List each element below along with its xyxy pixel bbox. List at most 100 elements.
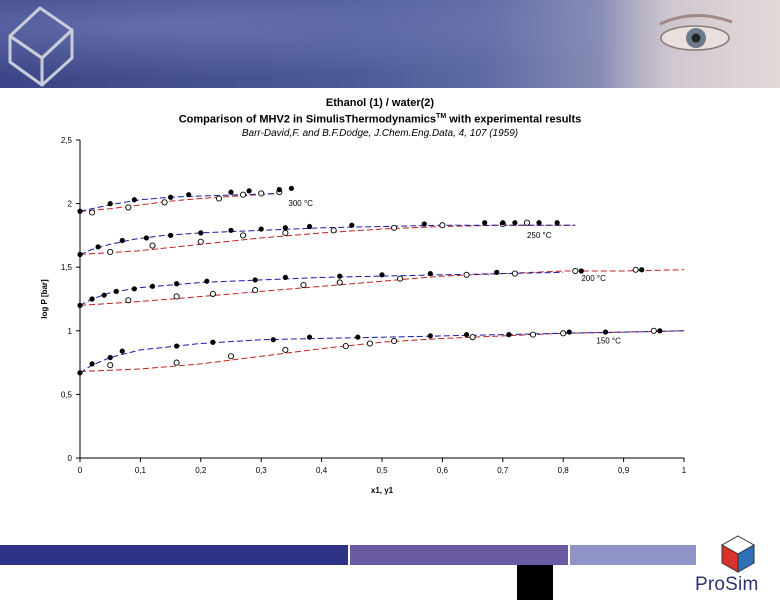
x-tick-label: 0,6 — [437, 466, 449, 475]
dew-point-exp — [560, 330, 567, 337]
bubble-point-exp — [512, 220, 518, 226]
bubble-point-exp — [306, 223, 313, 230]
bubble-point-exp — [355, 334, 361, 340]
bubble-point-exp — [657, 328, 663, 334]
bubble-point-exp — [536, 220, 542, 226]
dew-point-exp — [282, 346, 289, 353]
bubble-point-exp — [119, 348, 125, 354]
bubble-point-exp — [252, 277, 258, 283]
dew-point-exp — [511, 270, 518, 277]
bubble-point-exp — [131, 197, 137, 203]
dew-point-exp — [258, 190, 265, 197]
y-tick-label: 1 — [68, 327, 73, 336]
bubble-point-exp — [77, 302, 83, 308]
dew-point-exp — [342, 343, 349, 350]
chart-subtitle: Comparison of MHV2 in SimulisThermodynam… — [80, 110, 680, 127]
black-square — [517, 565, 553, 600]
dew-point-exp — [463, 271, 470, 278]
footer-segment-light — [570, 545, 696, 565]
bubble-point-exp — [174, 343, 180, 349]
dew-point-exp — [161, 199, 168, 206]
dew-point-exp — [107, 362, 114, 369]
dew-point-exp — [330, 227, 337, 234]
bubble-point-exp — [95, 244, 101, 250]
bubble-point-exp — [101, 292, 107, 298]
isotherm-label: 200 °C — [581, 274, 606, 283]
dew-point-exp — [391, 337, 398, 345]
dew-point-exp — [523, 219, 531, 226]
bubble-point-exp — [276, 187, 282, 193]
x-tick-label: 0,7 — [497, 466, 509, 475]
bubble-point-exp — [578, 268, 584, 274]
dew-point-exp — [391, 224, 398, 231]
bubble-point-exp — [258, 226, 264, 232]
bubble-point-exp — [246, 188, 252, 194]
trademark-mark: TM — [436, 113, 447, 120]
bubble-point-exp — [337, 273, 343, 279]
bubble-point-exp — [119, 237, 125, 244]
bubble-curve-calc — [79, 192, 280, 212]
bubble-point-exp — [494, 269, 500, 275]
bubble-point-exp — [149, 283, 156, 289]
isotherm-label: 300 °C — [288, 199, 313, 208]
bubble-curve-calc — [79, 224, 576, 255]
bubble-point-exp — [168, 194, 174, 200]
x-axis-label: x1, y1 — [371, 486, 394, 495]
bubble-point-exp — [204, 278, 210, 284]
y-tick-label: 2 — [68, 200, 73, 209]
bubble-point-exp — [482, 220, 488, 226]
dew-curve-calc — [79, 192, 280, 212]
x-tick-label: 0,2 — [195, 466, 207, 475]
y-tick-label: 0,5 — [61, 390, 73, 399]
bubble-point-exp — [349, 222, 355, 228]
dew-point-exp — [469, 334, 476, 341]
bubble-point-exp — [77, 370, 83, 376]
bubble-point-exp — [210, 339, 216, 345]
bubble-point-exp — [174, 281, 180, 287]
dew-point-exp — [336, 279, 343, 286]
prosim-cube-icon — [720, 535, 756, 573]
y-tick-label: 0 — [68, 454, 73, 463]
y-tick-label: 2,5 — [61, 136, 73, 145]
dew-point-exp — [397, 275, 404, 282]
bubble-point-exp — [168, 232, 174, 238]
y-axis-label: log P [bar] — [40, 279, 49, 319]
dew-point-exp — [439, 222, 446, 229]
bubble-point-exp — [107, 354, 113, 361]
dew-point-exp — [572, 267, 579, 275]
dew-point-exp — [282, 229, 289, 236]
bubble-point-exp — [506, 332, 512, 338]
cube-logo-icon — [8, 6, 74, 87]
bubble-point-exp — [131, 286, 137, 292]
dew-point-exp — [197, 238, 204, 245]
bubble-point-exp — [186, 192, 192, 198]
bubble-point-exp — [602, 329, 609, 335]
chart-reference: Barr-David,F. and B.F.Dodge, J.Chem.Eng.… — [241, 127, 519, 139]
bubble-point-exp — [77, 208, 83, 214]
dew-point-exp — [252, 287, 259, 294]
x-tick-label: 1 — [682, 466, 687, 475]
dew-point-exp — [125, 297, 132, 304]
bubble-point-exp — [270, 337, 276, 343]
bubble-point-exp — [566, 329, 572, 335]
bubble-point-exp — [288, 185, 294, 191]
bubble-point-exp — [282, 225, 288, 231]
dew-point-exp — [215, 195, 222, 202]
isotherm-label: 250 °C — [527, 231, 552, 240]
footer-segment-dark — [0, 545, 348, 565]
bubble-point-exp — [427, 270, 433, 277]
bubble-point-exp — [198, 230, 204, 236]
dew-point-exp — [149, 242, 156, 249]
bubble-point-exp — [463, 332, 470, 338]
bubble-point-exp — [228, 189, 234, 195]
chart-title: Ethanol (1) / water(2) — [325, 97, 435, 109]
bubble-point-exp — [427, 333, 433, 339]
footer-segment-mid — [350, 545, 568, 565]
bubble-point-exp — [421, 221, 427, 227]
bubble-point-exp — [113, 288, 119, 294]
dew-point-exp — [209, 290, 216, 297]
bubble-point-exp — [639, 267, 645, 273]
bubble-curve-calc — [79, 271, 564, 306]
x-tick-label: 0 — [78, 466, 83, 475]
